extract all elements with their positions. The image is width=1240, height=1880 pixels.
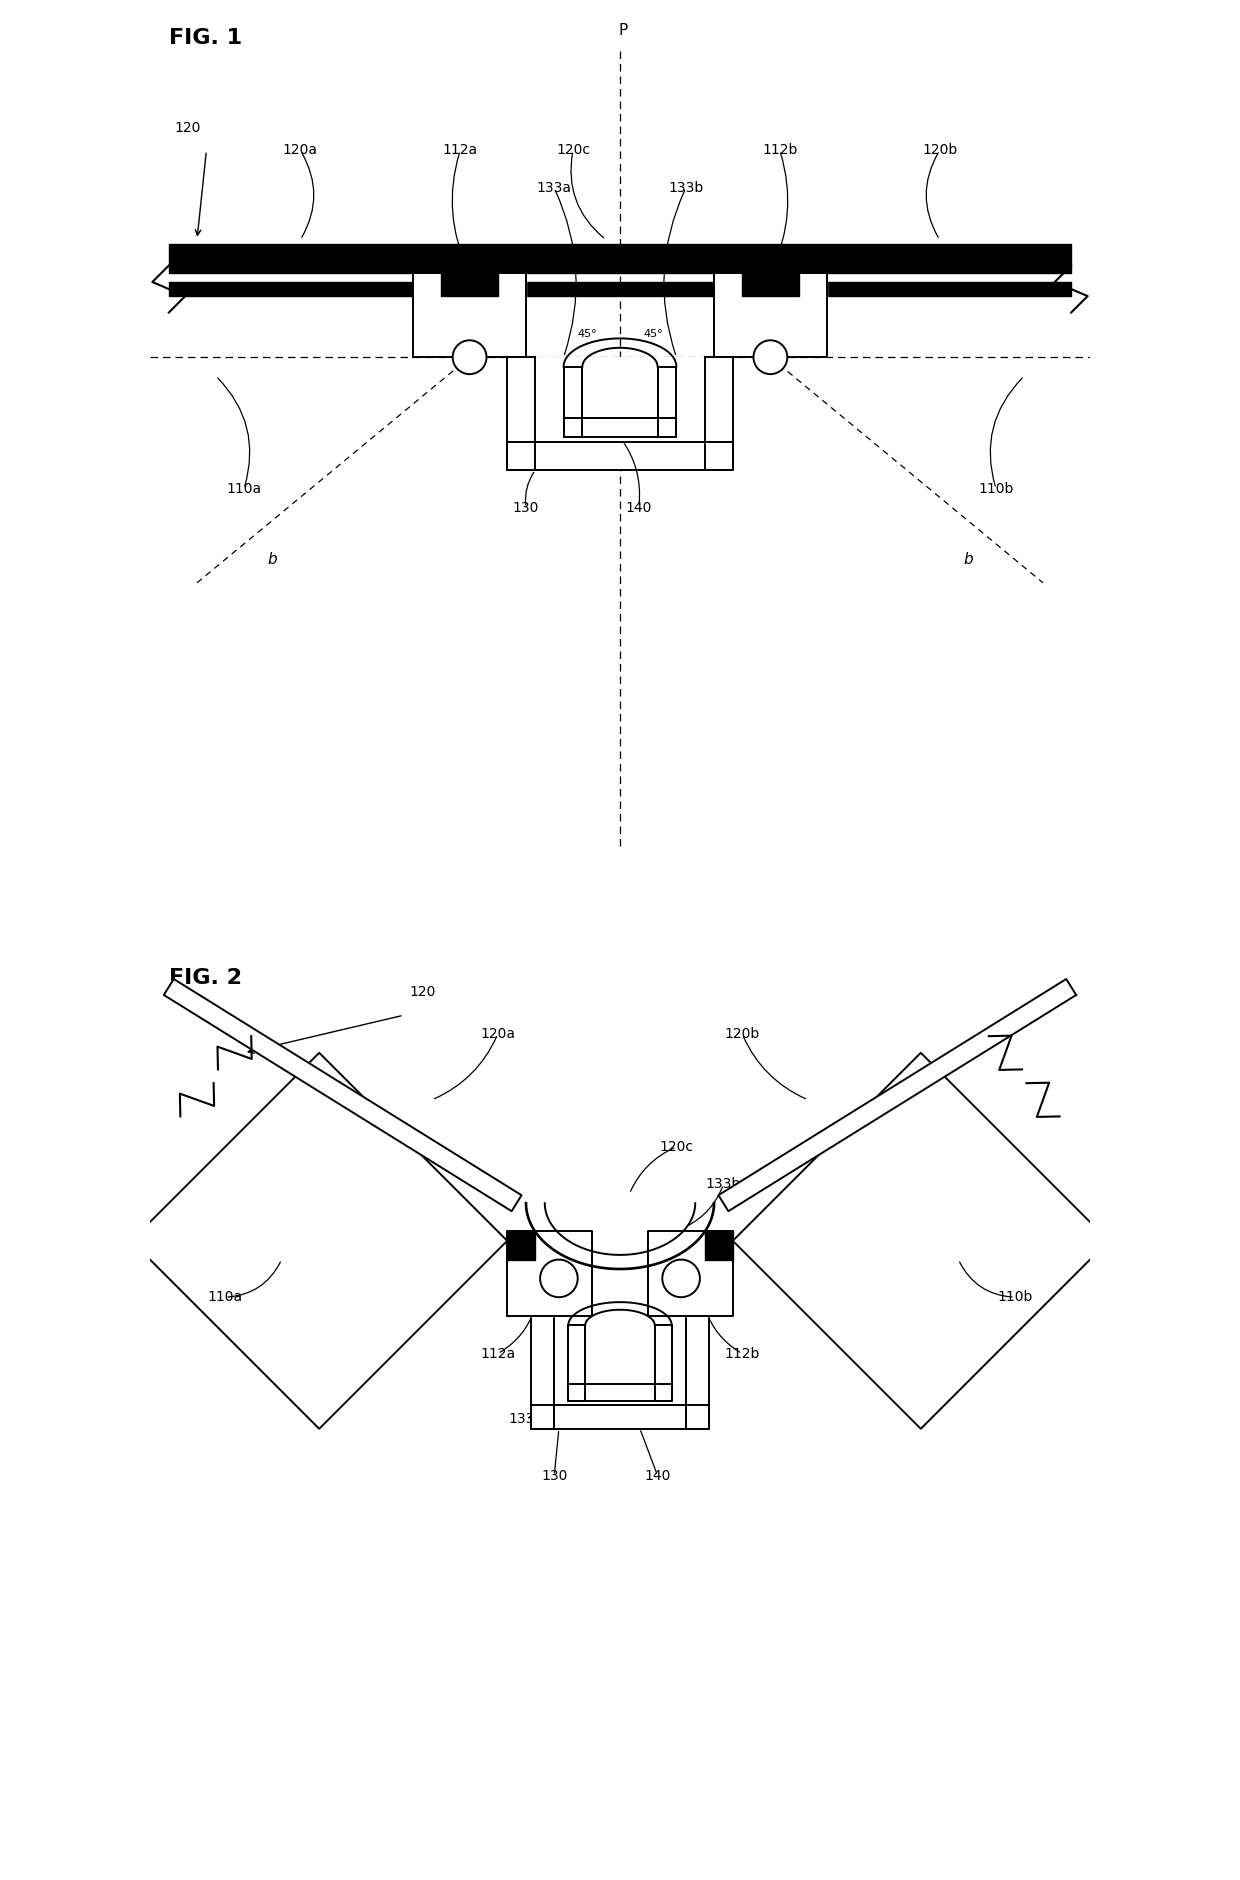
- Polygon shape: [536, 357, 704, 442]
- Polygon shape: [704, 357, 733, 470]
- Text: 140: 140: [645, 1468, 671, 1483]
- Text: 112b: 112b: [724, 1346, 760, 1361]
- Polygon shape: [714, 273, 827, 357]
- Polygon shape: [657, 367, 676, 436]
- Polygon shape: [507, 1231, 536, 1260]
- Polygon shape: [131, 1053, 507, 1429]
- Text: 120a: 120a: [283, 143, 317, 158]
- Polygon shape: [649, 1231, 733, 1316]
- Text: 110b: 110b: [978, 481, 1013, 496]
- Text: 120c: 120c: [556, 143, 590, 158]
- Text: b: b: [268, 553, 277, 568]
- Text: 133a: 133a: [537, 180, 572, 196]
- Text: FIG. 2: FIG. 2: [169, 968, 242, 989]
- Polygon shape: [686, 1316, 709, 1429]
- Polygon shape: [169, 282, 1071, 295]
- Text: 133a: 133a: [508, 1412, 543, 1427]
- Polygon shape: [531, 1316, 554, 1429]
- Polygon shape: [564, 367, 583, 436]
- Polygon shape: [531, 1406, 709, 1429]
- Polygon shape: [568, 1325, 585, 1401]
- Polygon shape: [583, 367, 657, 417]
- Polygon shape: [164, 979, 522, 1211]
- Polygon shape: [568, 1384, 672, 1401]
- Text: 112a: 112a: [443, 143, 477, 158]
- Text: b: b: [963, 553, 972, 568]
- Polygon shape: [507, 1231, 591, 1316]
- Text: 110a: 110a: [207, 1290, 243, 1305]
- Text: 130: 130: [513, 500, 539, 515]
- Polygon shape: [585, 1325, 655, 1384]
- Text: 120c: 120c: [660, 1139, 693, 1154]
- Text: 133b: 133b: [668, 180, 703, 196]
- Text: 130: 130: [541, 1468, 568, 1483]
- Polygon shape: [743, 273, 799, 295]
- Circle shape: [662, 1260, 699, 1297]
- Circle shape: [541, 1260, 578, 1297]
- Circle shape: [754, 340, 787, 374]
- Text: 112b: 112b: [763, 143, 797, 158]
- Text: 120: 120: [409, 985, 435, 1000]
- Circle shape: [453, 340, 486, 374]
- Polygon shape: [507, 442, 733, 470]
- Text: 45°: 45°: [644, 329, 662, 338]
- Text: 120b: 120b: [724, 1026, 760, 1042]
- Polygon shape: [655, 1325, 672, 1401]
- Polygon shape: [507, 357, 536, 470]
- Text: 45°: 45°: [578, 329, 596, 338]
- Text: 110b: 110b: [997, 1290, 1033, 1305]
- Polygon shape: [564, 417, 676, 436]
- Text: 110a: 110a: [227, 481, 262, 496]
- Text: 133b: 133b: [706, 1177, 742, 1192]
- Text: 120b: 120b: [923, 143, 957, 158]
- Polygon shape: [554, 1316, 686, 1406]
- Text: 140: 140: [626, 500, 652, 515]
- Polygon shape: [718, 979, 1076, 1211]
- Text: 120: 120: [175, 120, 201, 135]
- Polygon shape: [169, 244, 1071, 273]
- Polygon shape: [413, 273, 526, 357]
- Text: 112a: 112a: [480, 1346, 516, 1361]
- Polygon shape: [704, 1231, 733, 1260]
- Text: FIG. 1: FIG. 1: [169, 28, 242, 49]
- Polygon shape: [441, 273, 497, 295]
- Polygon shape: [733, 1053, 1109, 1429]
- Text: 120a: 120a: [480, 1026, 516, 1042]
- Text: P: P: [619, 23, 627, 38]
